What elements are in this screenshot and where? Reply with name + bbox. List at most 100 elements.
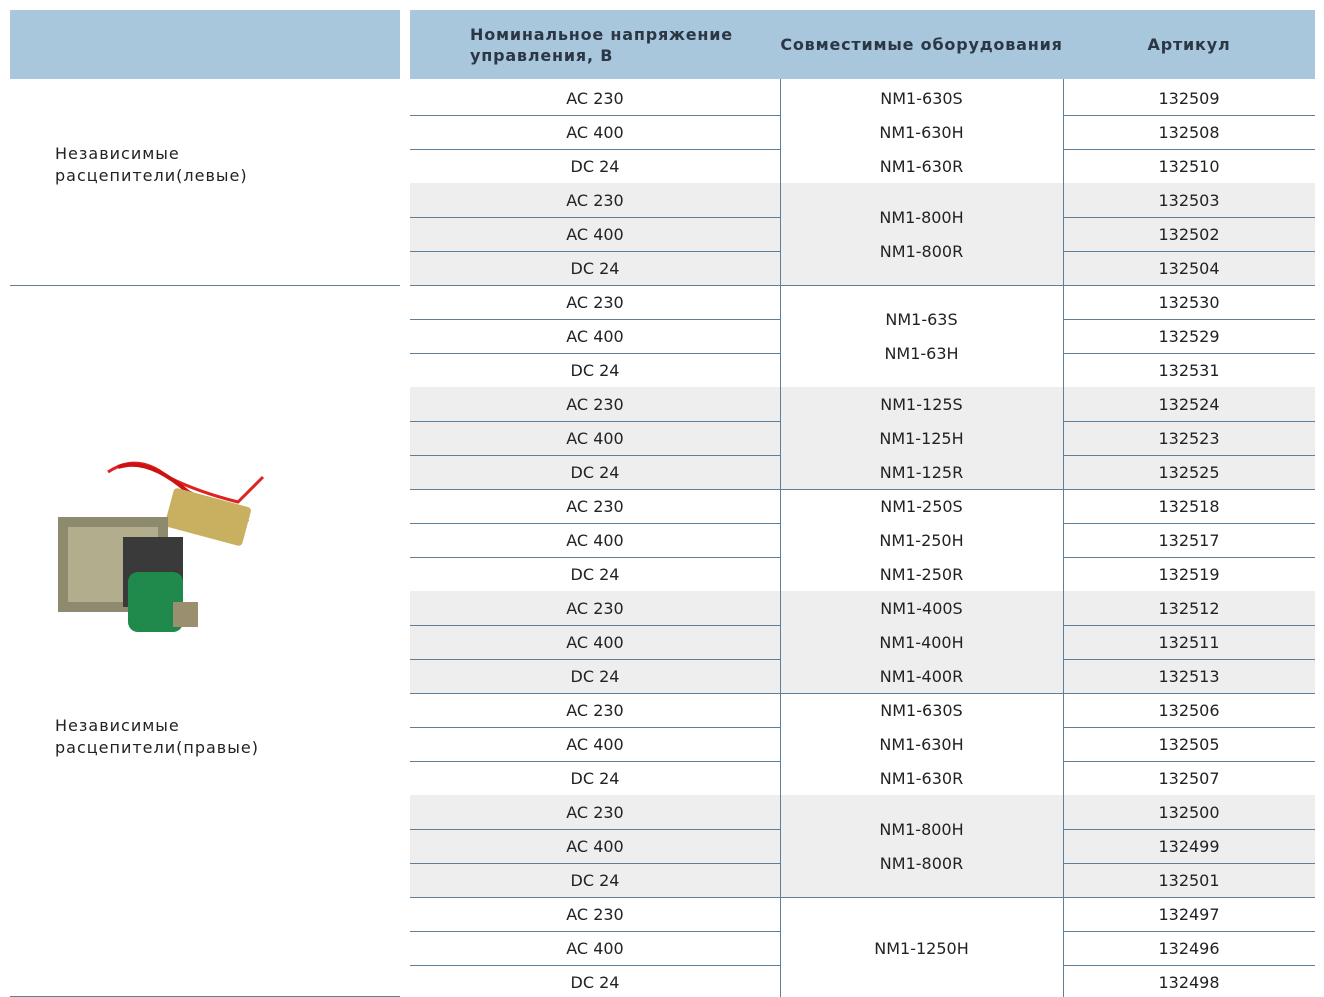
block-line xyxy=(410,897,1315,898)
article-cell: 132504 xyxy=(1158,258,1220,278)
voltage-cell: AC 230 xyxy=(566,496,624,516)
article-cell: 132531 xyxy=(1158,360,1220,380)
group-line xyxy=(10,285,400,286)
row-line xyxy=(410,523,780,524)
voltage-cell: AC 400 xyxy=(566,428,624,448)
row-line xyxy=(410,727,780,728)
group-label: Независимые расцепители(правые) xyxy=(55,716,259,757)
row-line xyxy=(1063,625,1315,626)
equipment-cell: NM1-400R xyxy=(879,666,964,686)
equipment-cell: NM1-400S xyxy=(880,598,963,618)
article-cell: 132499 xyxy=(1158,836,1220,856)
voltage-cell: AC 230 xyxy=(566,88,624,108)
voltage-cell: AC 230 xyxy=(566,190,624,210)
row-line xyxy=(1063,727,1315,728)
block-line xyxy=(410,693,1315,694)
article-cell: 132517 xyxy=(1158,530,1220,550)
row-line xyxy=(1063,353,1315,354)
header-band-left xyxy=(10,10,400,79)
row-line xyxy=(1063,149,1315,150)
equipment-cell: NM1-250S xyxy=(880,496,963,516)
row-line xyxy=(410,251,780,252)
block-shade xyxy=(410,591,1315,693)
row-line xyxy=(410,659,780,660)
row-line xyxy=(1063,455,1315,456)
row-line xyxy=(410,829,780,830)
voltage-cell: AC 230 xyxy=(566,292,624,312)
equipment-cell: NM1-63H xyxy=(884,343,959,363)
article-cell: 132509 xyxy=(1158,88,1220,108)
equipment-cell: NM1-250R xyxy=(879,564,964,584)
equipment-cell: NM1-630H xyxy=(879,122,964,142)
equipment-cell: NM1-630S xyxy=(880,700,963,720)
voltage-cell: AC 400 xyxy=(566,530,624,550)
row-line xyxy=(1063,523,1315,524)
article-cell: 132508 xyxy=(1158,122,1220,142)
row-line xyxy=(1063,421,1315,422)
article-cell: 132510 xyxy=(1158,156,1220,176)
article-cell: 132507 xyxy=(1158,768,1220,788)
row-line xyxy=(1063,557,1315,558)
voltage-cell: DC 24 xyxy=(570,360,620,380)
header-cell: Совместимые оборудования xyxy=(780,35,1063,54)
row-line xyxy=(410,455,780,456)
voltage-cell: AC 230 xyxy=(566,700,624,720)
row-line xyxy=(1063,931,1315,932)
header-cell: Артикул xyxy=(1147,35,1231,54)
equipment-cell: NM1-630R xyxy=(879,768,964,788)
equipment-cell: NM1-250H xyxy=(879,530,964,550)
voltage-cell: DC 24 xyxy=(570,666,620,686)
block-shade xyxy=(410,387,1315,489)
row-line xyxy=(1063,863,1315,864)
row-line xyxy=(410,863,780,864)
column-line xyxy=(780,79,781,997)
equipment-cell: NM1-63S xyxy=(885,309,958,329)
article-cell: 132524 xyxy=(1158,394,1220,414)
voltage-cell: DC 24 xyxy=(570,462,620,482)
equipment-cell: NM1-125R xyxy=(879,462,964,482)
voltage-cell: DC 24 xyxy=(570,768,620,788)
voltage-cell: AC 400 xyxy=(566,734,624,754)
article-cell: 132506 xyxy=(1158,700,1220,720)
group-label: Независимые расцепители(левые) xyxy=(55,144,248,185)
voltage-cell: AC 230 xyxy=(566,598,624,618)
row-line xyxy=(1063,115,1315,116)
row-line xyxy=(1063,761,1315,762)
row-line xyxy=(410,965,780,966)
voltage-cell: DC 24 xyxy=(570,258,620,278)
article-cell: 132518 xyxy=(1158,496,1220,516)
article-cell: 132501 xyxy=(1158,870,1220,890)
row-line xyxy=(410,421,780,422)
voltage-cell: AC 400 xyxy=(566,326,624,346)
equipment-cell: NM1-630H xyxy=(879,734,964,754)
voltage-cell: AC 400 xyxy=(566,836,624,856)
voltage-cell: AC 400 xyxy=(566,122,624,142)
row-line xyxy=(410,557,780,558)
row-line xyxy=(410,217,780,218)
article-cell: 132511 xyxy=(1158,632,1220,652)
equipment-cell: NM1-400H xyxy=(879,632,964,652)
row-line xyxy=(1063,251,1315,252)
article-cell: 132496 xyxy=(1158,938,1220,958)
row-line xyxy=(410,149,780,150)
article-cell: 132513 xyxy=(1158,666,1220,686)
voltage-cell: DC 24 xyxy=(570,156,620,176)
equipment-cell: NM1-125H xyxy=(879,428,964,448)
row-line xyxy=(410,115,780,116)
equipment-cell: NM1-800H xyxy=(879,819,964,839)
row-line xyxy=(1063,217,1315,218)
equipment-cell: NM1-800R xyxy=(879,853,964,873)
header-cell: Номинальное напряжение управления, В xyxy=(470,24,733,65)
block-line xyxy=(410,285,1315,286)
article-cell: 132523 xyxy=(1158,428,1220,448)
equipment-cell: NM1-800R xyxy=(879,241,964,261)
voltage-cell: AC 400 xyxy=(566,938,624,958)
article-cell: 132497 xyxy=(1158,904,1220,924)
block-shade xyxy=(410,795,1315,897)
product-image xyxy=(58,461,265,632)
voltage-cell: AC 230 xyxy=(566,802,624,822)
header-band xyxy=(410,10,1315,79)
equipment-cell: NM1-630S xyxy=(880,88,963,108)
article-cell: 132530 xyxy=(1158,292,1220,312)
equipment-cell: NM1-630R xyxy=(879,156,964,176)
